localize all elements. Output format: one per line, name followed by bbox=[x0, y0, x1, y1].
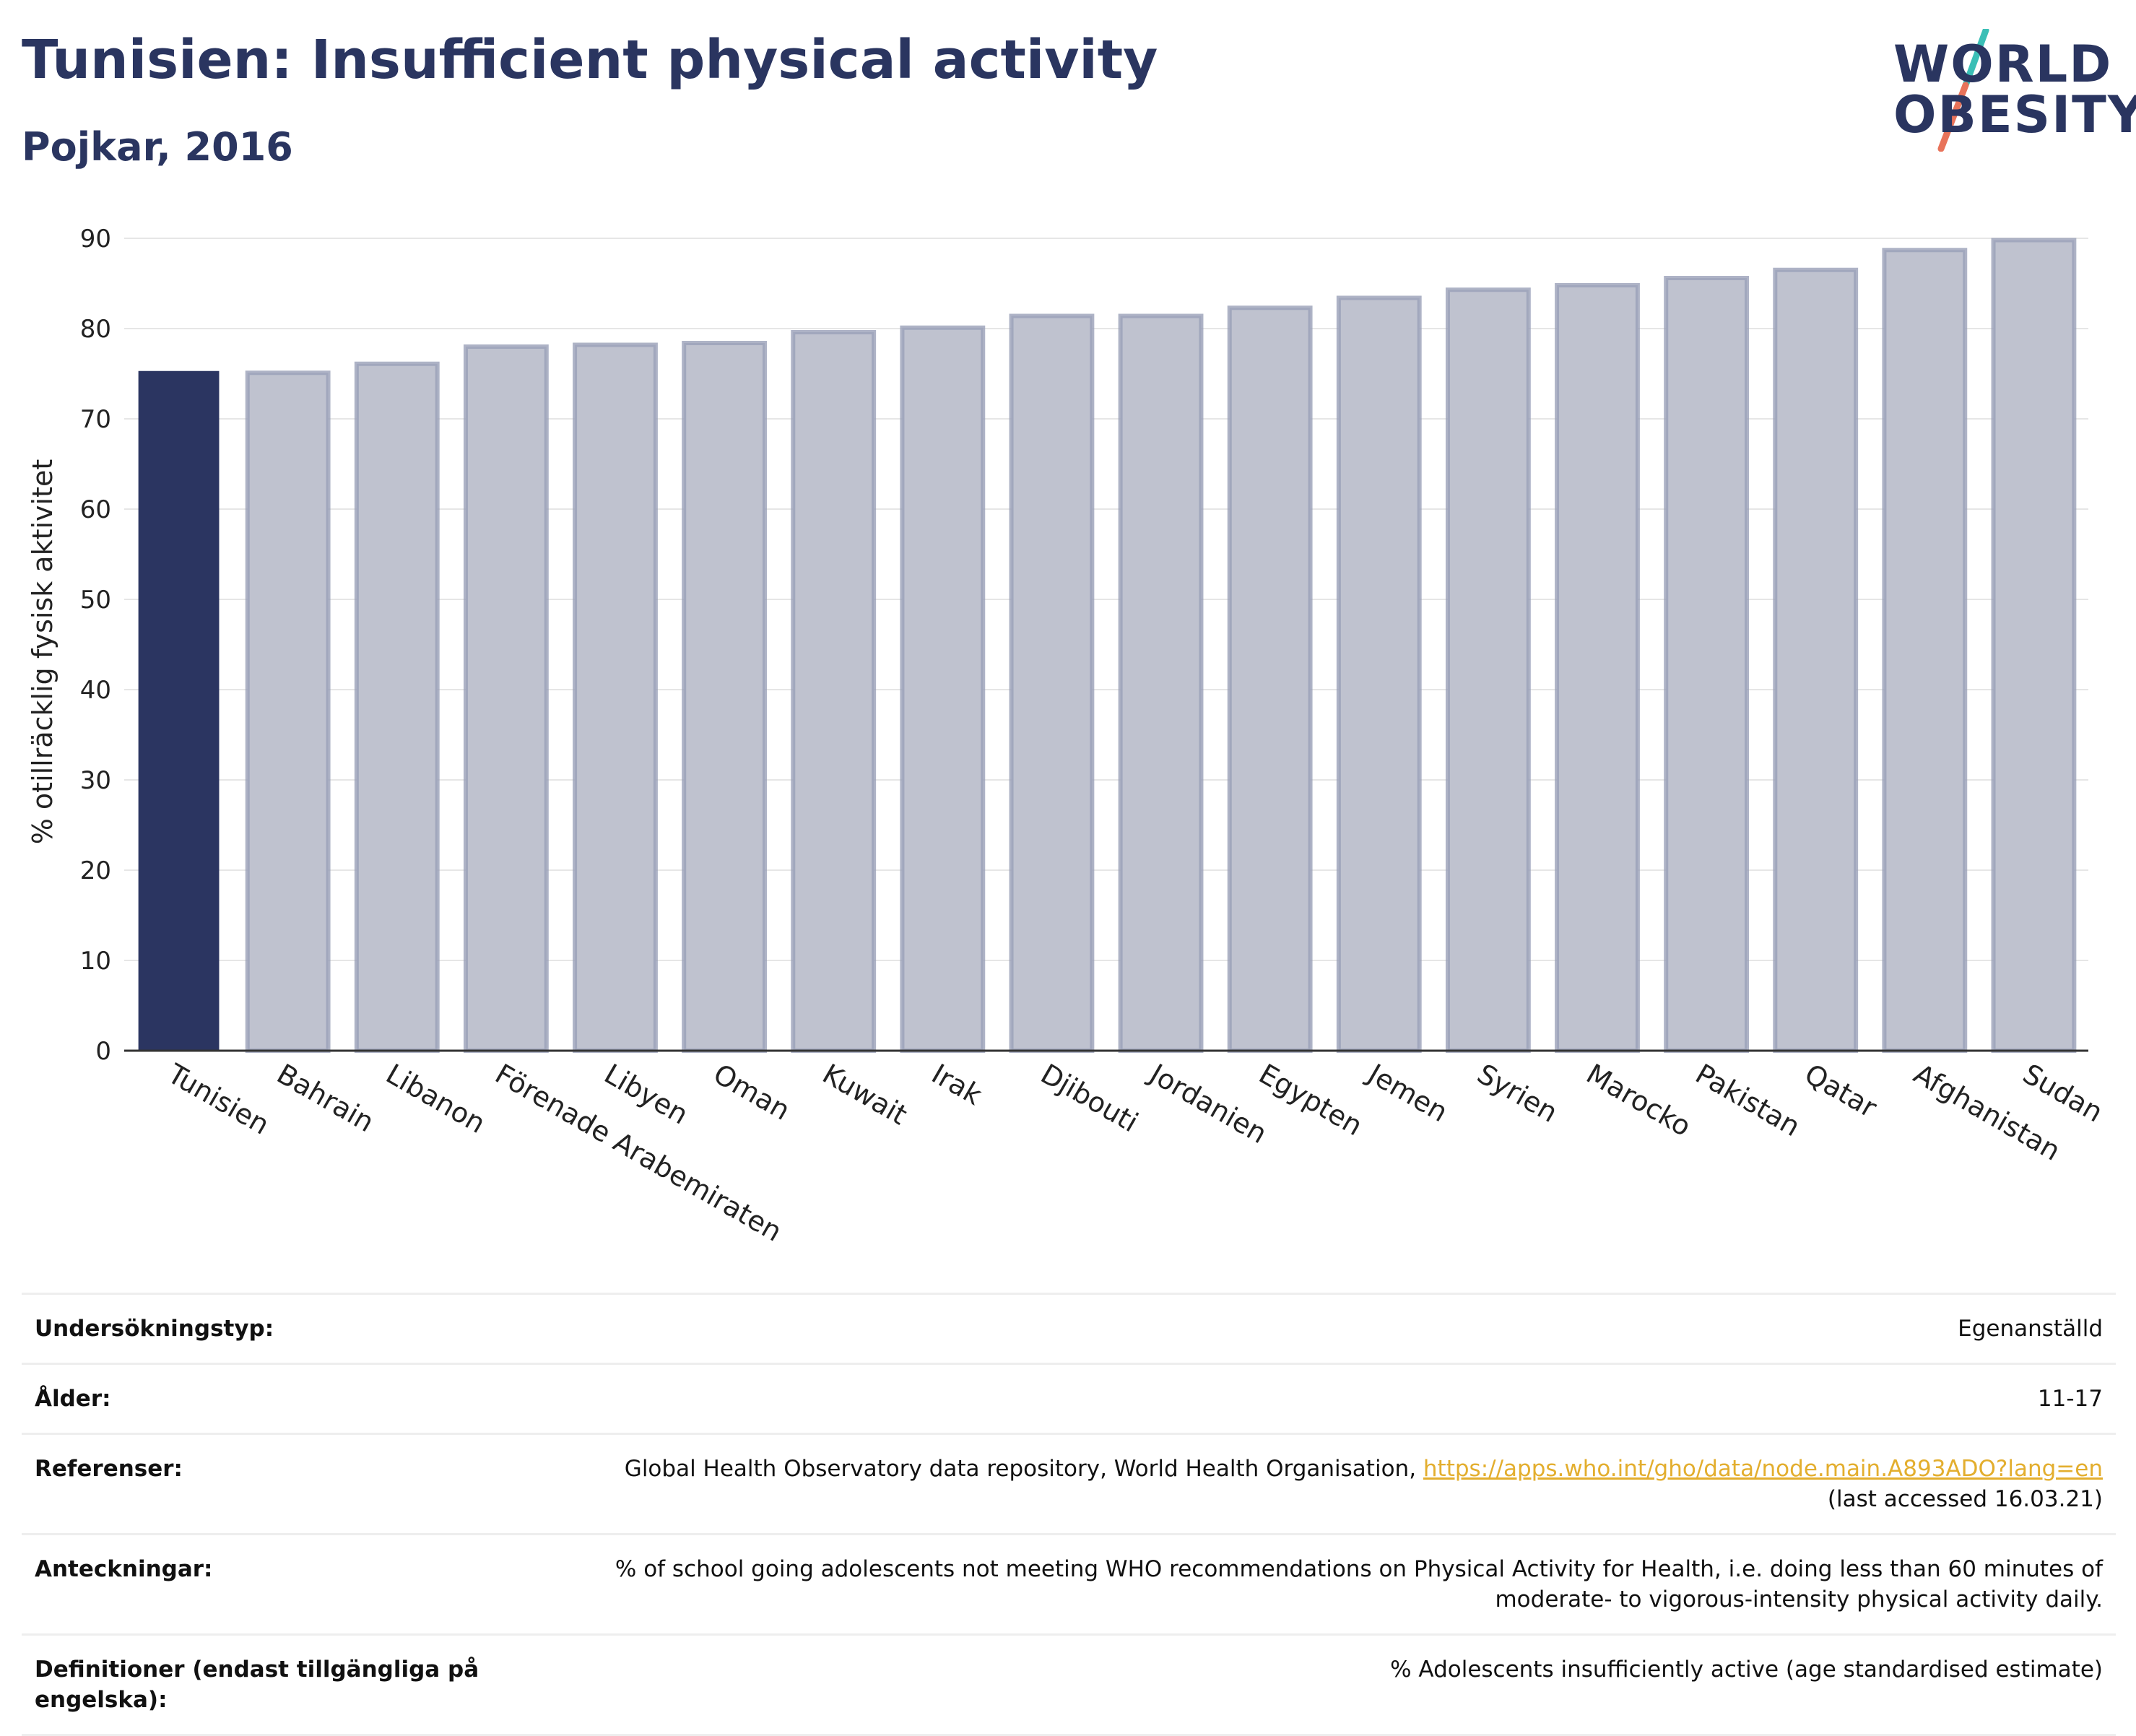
bar bbox=[1227, 305, 1313, 1053]
bar bbox=[791, 330, 877, 1053]
info-row-survey-type: Undersökningstyp: Egenanställd bbox=[22, 1293, 2116, 1363]
bar bbox=[1118, 313, 1204, 1053]
bar bbox=[1664, 276, 1750, 1053]
logo-text-world: WORLD bbox=[1893, 35, 2113, 94]
bar bbox=[1882, 248, 1968, 1053]
reference-text: Global Health Observatory data repositor… bbox=[624, 1456, 1423, 1482]
bar bbox=[573, 342, 658, 1053]
info-label: Definitioner (endast tillgängliga på eng… bbox=[35, 1657, 479, 1713]
info-value: Egenanställd bbox=[1958, 1316, 2103, 1342]
x-tick-label: Djibouti bbox=[1036, 1058, 1144, 1139]
x-tick-label: Marocko bbox=[1581, 1058, 1697, 1143]
world-obesity-logo: WORLD OBESITY bbox=[1877, 29, 2136, 152]
y-axis-label: % otillräcklig fysisk aktivitet bbox=[27, 459, 58, 845]
bar bbox=[245, 370, 331, 1053]
chart-subtitle: Pojkar, 2016 bbox=[22, 124, 293, 170]
x-tick-label: Irak bbox=[926, 1058, 987, 1111]
bar bbox=[463, 344, 549, 1053]
y-tick-label: 40 bbox=[80, 676, 111, 705]
info-table: Undersökningstyp: Egenanställd Ålder: 11… bbox=[22, 1293, 2116, 1736]
y-tick-label: 0 bbox=[95, 1037, 111, 1066]
info-label: Anteckningar: bbox=[35, 1556, 213, 1582]
y-tick-label: 70 bbox=[80, 405, 111, 434]
x-tick-label: Qatar bbox=[1799, 1058, 1883, 1124]
x-tick-label: Jemen bbox=[1362, 1057, 1454, 1129]
x-tick-label: Pakistan bbox=[1690, 1058, 1806, 1143]
logo-text-obesity: OBESITY bbox=[1893, 85, 2136, 144]
info-label: Referenser: bbox=[35, 1456, 183, 1482]
bar bbox=[900, 325, 986, 1053]
y-tick-label: 30 bbox=[80, 766, 111, 795]
bar bbox=[1991, 238, 2077, 1053]
x-tick-label: Sudan bbox=[2018, 1058, 2109, 1129]
x-tick-label: Egypten bbox=[1254, 1058, 1368, 1142]
x-tick-label: Oman bbox=[708, 1058, 796, 1127]
info-row-references: Referenser: Global Health Observatory da… bbox=[22, 1433, 2116, 1533]
info-label: Undersökningstyp: bbox=[35, 1316, 274, 1342]
bar bbox=[1773, 267, 1859, 1053]
x-tick-label: Bahrain bbox=[272, 1058, 379, 1139]
info-value: 11-17 bbox=[2037, 1386, 2103, 1412]
y-tick-label: 20 bbox=[80, 856, 111, 885]
bar bbox=[1336, 295, 1422, 1053]
reference-link[interactable]: https://apps.who.int/gho/data/node.main.… bbox=[1423, 1456, 2103, 1482]
logo-slash-icon bbox=[1937, 29, 1989, 152]
x-tick-label: Libanon bbox=[381, 1058, 490, 1140]
bar bbox=[682, 341, 768, 1053]
x-tick-label: Kuwait bbox=[817, 1058, 913, 1132]
info-value: % of school going adolescents not meetin… bbox=[615, 1556, 2103, 1613]
y-tick-label: 60 bbox=[80, 495, 111, 524]
bar bbox=[1009, 313, 1095, 1053]
reference-accessed: (last accessed 16.03.21) bbox=[1827, 1486, 2103, 1512]
info-row-notes: Anteckningar: % of school going adolesce… bbox=[22, 1533, 2116, 1633]
y-tick-label: 90 bbox=[80, 225, 111, 253]
info-value: % Adolescents insufficiently active (age… bbox=[1390, 1657, 2103, 1683]
y-tick-label: 50 bbox=[80, 586, 111, 615]
bar bbox=[1555, 283, 1640, 1053]
info-row-definitions: Definitioner (endast tillgängliga på eng… bbox=[22, 1633, 2116, 1736]
bar bbox=[354, 361, 440, 1053]
bar bbox=[138, 370, 220, 1051]
info-row-age: Ålder: 11-17 bbox=[22, 1363, 2116, 1433]
chart-title: Tunisien: Insufficient physical activity bbox=[22, 29, 1158, 91]
info-value: Global Health Observatory data repositor… bbox=[625, 1454, 2103, 1514]
bar bbox=[1445, 287, 1531, 1053]
info-label: Ålder: bbox=[35, 1386, 111, 1412]
x-tick-label: Jordanien bbox=[1143, 1057, 1272, 1150]
y-tick-label: 10 bbox=[80, 947, 111, 976]
y-tick-label: 80 bbox=[80, 315, 111, 344]
x-tick-label: Tunisien bbox=[162, 1057, 274, 1141]
bar-chart: 0 10 20 30 40 50 60 70 80 90 % otillräcklig fysisk… bbox=[27, 225, 2109, 1248]
x-tick-label: Syrien bbox=[1472, 1058, 1563, 1129]
